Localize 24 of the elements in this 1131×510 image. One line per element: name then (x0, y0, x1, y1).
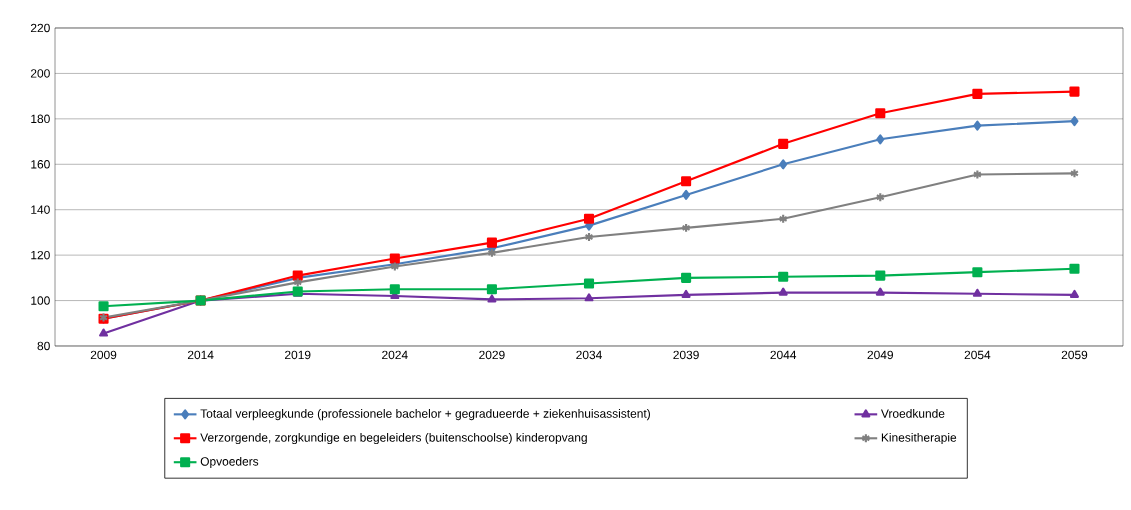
x-tick-label: 2009 (90, 350, 117, 360)
x-tick-label: 2029 (479, 350, 505, 360)
y-tick-label: 80 (37, 341, 50, 351)
legend-label: Opvoeders (200, 456, 259, 469)
y-tick-label: 160 (31, 160, 50, 169)
legend-label: Totaal verpleegkunde (professionele bachelor + gegradueerde + ziekenhuisassistent) (200, 409, 650, 421)
x-tick-label: 2024 (382, 350, 408, 360)
y-tick-label: 220 (30, 23, 50, 33)
y-tick-label: 120 (31, 250, 50, 260)
x-tick-label: 2054 (964, 350, 991, 360)
legend-label: Vroedkunde (880, 409, 945, 418)
x-tick-label: 2034 (576, 350, 602, 360)
y-tick-label: 200 (30, 69, 50, 78)
legend-label: Verzorgende, zorgkundige en begeleiders (buitenschoolse) kinderopvang (200, 432, 587, 445)
x-tick-label: 2039 (673, 350, 699, 360)
legend-label: Kinesitherapie (881, 432, 957, 445)
x-tick-label: 2059 (1061, 350, 1088, 360)
x-tick-label: 2014 (187, 350, 214, 360)
x-tick-label: 2044 (770, 350, 797, 360)
x-tick-label: 2019 (285, 350, 311, 360)
y-tick-label: 180 (31, 114, 50, 124)
y-tick-label: 140 (31, 205, 50, 214)
y-tick-label: 100 (31, 296, 50, 305)
x-tick-label: 2049 (867, 350, 894, 360)
